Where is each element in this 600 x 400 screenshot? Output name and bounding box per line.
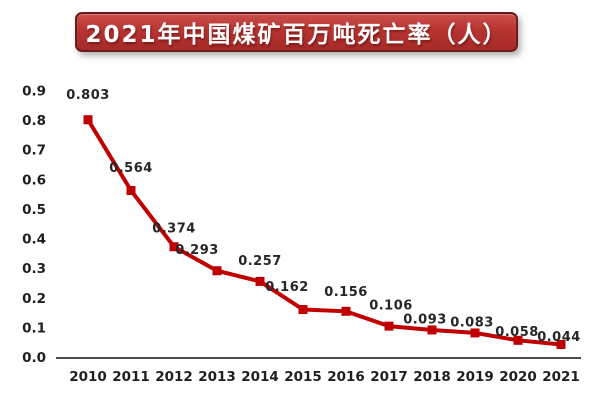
x-axis-tick-label: 2015 <box>284 369 322 385</box>
series-line <box>86 118 562 347</box>
x-axis-tick-label: 2017 <box>370 369 408 385</box>
data-point-label: 0.106 <box>369 299 413 314</box>
data-point-label: 0.044 <box>537 330 581 345</box>
data-point-marker <box>169 242 179 252</box>
data-point-marker <box>427 325 437 335</box>
y-axis-tick-label: 0.1 <box>22 320 46 336</box>
y-axis-tick-label: 0.7 <box>22 143 46 159</box>
x-axis-tick-label: 2013 <box>198 369 236 385</box>
data-point-label: 0.156 <box>324 285 368 300</box>
x-axis-tick-label: 2018 <box>413 369 451 385</box>
data-point-label: 0.083 <box>450 315 494 330</box>
y-axis-tick-label: 0.5 <box>22 202 46 218</box>
y-axis-tick-label: 0.0 <box>22 350 46 366</box>
data-point-label: 0.374 <box>152 221 196 236</box>
data-point-label: 0.257 <box>238 254 282 269</box>
data-point-marker <box>384 321 394 331</box>
y-axis-tick-label: 0.2 <box>22 291 46 307</box>
data-point-label: 0.058 <box>495 325 539 340</box>
data-point-marker <box>556 339 566 349</box>
data-point-label: 0.093 <box>403 312 447 327</box>
y-axis-tick-label: 0.9 <box>22 84 46 100</box>
x-axis-tick-label: 2014 <box>241 369 279 385</box>
data-point-label: 0.564 <box>109 161 153 176</box>
data-point-marker <box>126 185 136 195</box>
data-point-label: 0.162 <box>265 280 309 295</box>
x-axis-tick-label: 2019 <box>456 369 494 385</box>
data-point-marker <box>298 305 308 315</box>
x-axis-tick-label: 2021 <box>542 369 580 385</box>
y-axis-tick-label: 0.6 <box>22 172 46 188</box>
data-point-label: 0.293 <box>175 243 219 258</box>
data-point-marker <box>212 266 222 276</box>
y-axis-tick-label: 0.4 <box>22 232 46 248</box>
data-point-marker <box>83 115 93 125</box>
y-axis-tick-label: 0.3 <box>22 261 46 277</box>
x-axis-tick-label: 2011 <box>112 369 150 385</box>
x-axis-tick-label: 2016 <box>327 369 365 385</box>
chart-title: 2021年中国煤矿百万吨死亡率（人） <box>85 22 508 48</box>
x-axis-tick-label: 2010 <box>69 369 107 385</box>
x-axis-tick-label: 2012 <box>155 369 193 385</box>
y-axis-tick-label: 0.8 <box>22 113 46 129</box>
data-point-marker <box>470 328 480 338</box>
x-axis-tick-label: 2020 <box>499 369 537 385</box>
chart-title-banner: 2021年中国煤矿百万吨死亡率（人） <box>75 12 518 52</box>
data-point-label: 0.803 <box>66 88 110 103</box>
data-point-marker <box>255 276 265 286</box>
data-point-marker <box>341 306 351 316</box>
data-point-marker <box>513 335 523 345</box>
